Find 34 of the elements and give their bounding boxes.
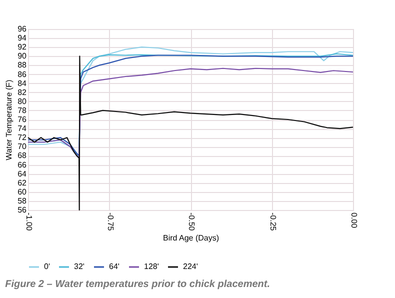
legend-label: 128' [144, 262, 160, 271]
y-tick-label: 62 [18, 178, 28, 188]
y-tick-label: 88 [18, 60, 28, 70]
y-tick-label: 76 [18, 115, 28, 124]
y-tick-label: 66 [18, 160, 28, 170]
y-tick-label: 58 [18, 196, 28, 206]
x-tick-label: -0.50 [187, 212, 196, 232]
y-tick-label: 90 [18, 52, 28, 61]
legend-label: 32' [74, 262, 85, 271]
x-tick-label: -1.00 [24, 212, 34, 232]
y-tick-label: 80 [18, 96, 28, 106]
y-tick-label: 84 [18, 78, 28, 88]
y-tick-label: 72 [18, 133, 28, 142]
y-tick-label: 94 [18, 34, 28, 43]
y-tick-label: 64 [18, 169, 28, 178]
legend-label: 224' [183, 262, 198, 271]
x-tick-label: -0.75 [106, 212, 115, 232]
y-tick-label: 74 [18, 124, 28, 134]
caption: Figure 2 – Water temperatures prior to chick placement. [5, 279, 270, 290]
y-tick-label: 82 [18, 88, 28, 97]
x-tick-label: -0.25 [268, 212, 278, 232]
y-tick-label: 96 [18, 24, 28, 34]
y-tick-label: 78 [18, 106, 28, 115]
legend-label: 0' [44, 262, 50, 271]
y-tick-label: 56 [18, 206, 28, 214]
y-tick-label: 92 [18, 42, 28, 52]
y-tick-label: 60 [18, 187, 28, 196]
y-axis-title: Water Temperature (F) [4, 79, 14, 160]
y-tick-label: 68 [18, 151, 28, 160]
legend-label: 64' [109, 262, 120, 271]
y-tick-label: 86 [18, 70, 28, 79]
y-tick-label: 70 [18, 142, 28, 152]
x-axis-title: Bird Age (Days) [162, 234, 220, 243]
x-tick-label: 0.00 [350, 212, 358, 229]
